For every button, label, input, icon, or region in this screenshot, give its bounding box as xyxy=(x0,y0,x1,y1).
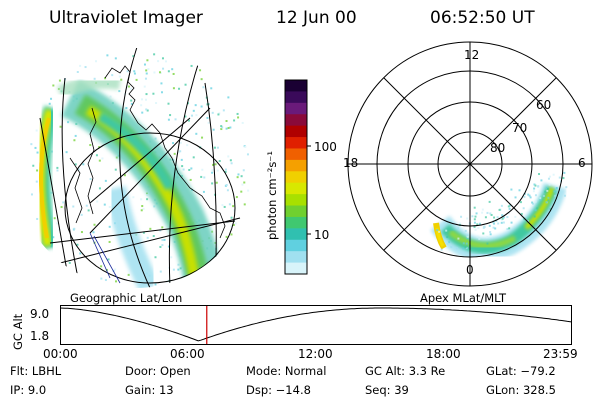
mlt-label-12: 12 xyxy=(464,48,480,62)
date-label: 12 Jun 00 xyxy=(276,8,357,28)
seq-status: Seq: 39 xyxy=(365,383,409,397)
timeline-tick-2359: 23:59 xyxy=(543,347,578,361)
geographic-caption: Geographic Lat/Lon xyxy=(70,291,183,305)
timeline-tick-1800: 18:00 xyxy=(426,347,461,361)
altitude-curve xyxy=(60,307,572,342)
mlat-label-70: 70 xyxy=(512,121,528,135)
colorbar-tick-10: 10 xyxy=(314,228,330,242)
door-status: Door: Open xyxy=(125,364,191,378)
glon-status: GLon: 328.5 xyxy=(486,383,556,397)
mlt-label-0: 0 xyxy=(466,263,474,277)
polar-mlt-panel xyxy=(347,41,593,287)
colorbar-label: photon cm⁻²s⁻¹ xyxy=(265,151,279,240)
gain-status: Gain: 13 xyxy=(125,383,174,397)
timeline-tick-0600: 06:00 xyxy=(170,347,205,361)
mlt-label-6: 6 xyxy=(578,156,586,170)
apex-caption: Apex MLat/MLT xyxy=(420,291,507,305)
timeline-ymin: 1.8 xyxy=(30,329,50,343)
mlat-label-60: 60 xyxy=(536,98,552,112)
instrument-title: Ultraviolet Imager xyxy=(49,8,203,28)
altitude-timeline xyxy=(60,305,572,345)
glat-status: GLat: −79.2 xyxy=(486,364,556,378)
timeline-tick-1200: 12:00 xyxy=(298,347,333,361)
geographic-map-panel xyxy=(30,48,250,288)
mlt-label-18: 18 xyxy=(343,156,359,170)
auroral-emission-geographic xyxy=(30,48,250,288)
timeline-ylabel: GC Alt xyxy=(11,313,25,350)
polar-grid xyxy=(347,41,593,287)
mode-status: Mode: Normal xyxy=(246,364,327,378)
time-label: 06:52:50 UT xyxy=(430,8,535,28)
colorbar-strip xyxy=(285,80,307,275)
auroral-oval-emission xyxy=(430,171,568,262)
mlat-label-80: 80 xyxy=(490,141,506,155)
dsp-status: Dsp: −14.8 xyxy=(246,383,311,397)
filter-status: Flt: LBHL xyxy=(10,364,62,378)
timeline-tick-0000: 00:00 xyxy=(43,347,78,361)
colorbar-tick-100: 100 xyxy=(314,140,337,154)
ip-status: IP: 9.0 xyxy=(10,383,47,397)
colorbar xyxy=(284,79,311,275)
gc-alt-status: GC Alt: 3.3 Re xyxy=(365,364,446,378)
timeline-ymax: 9.0 xyxy=(30,307,50,321)
